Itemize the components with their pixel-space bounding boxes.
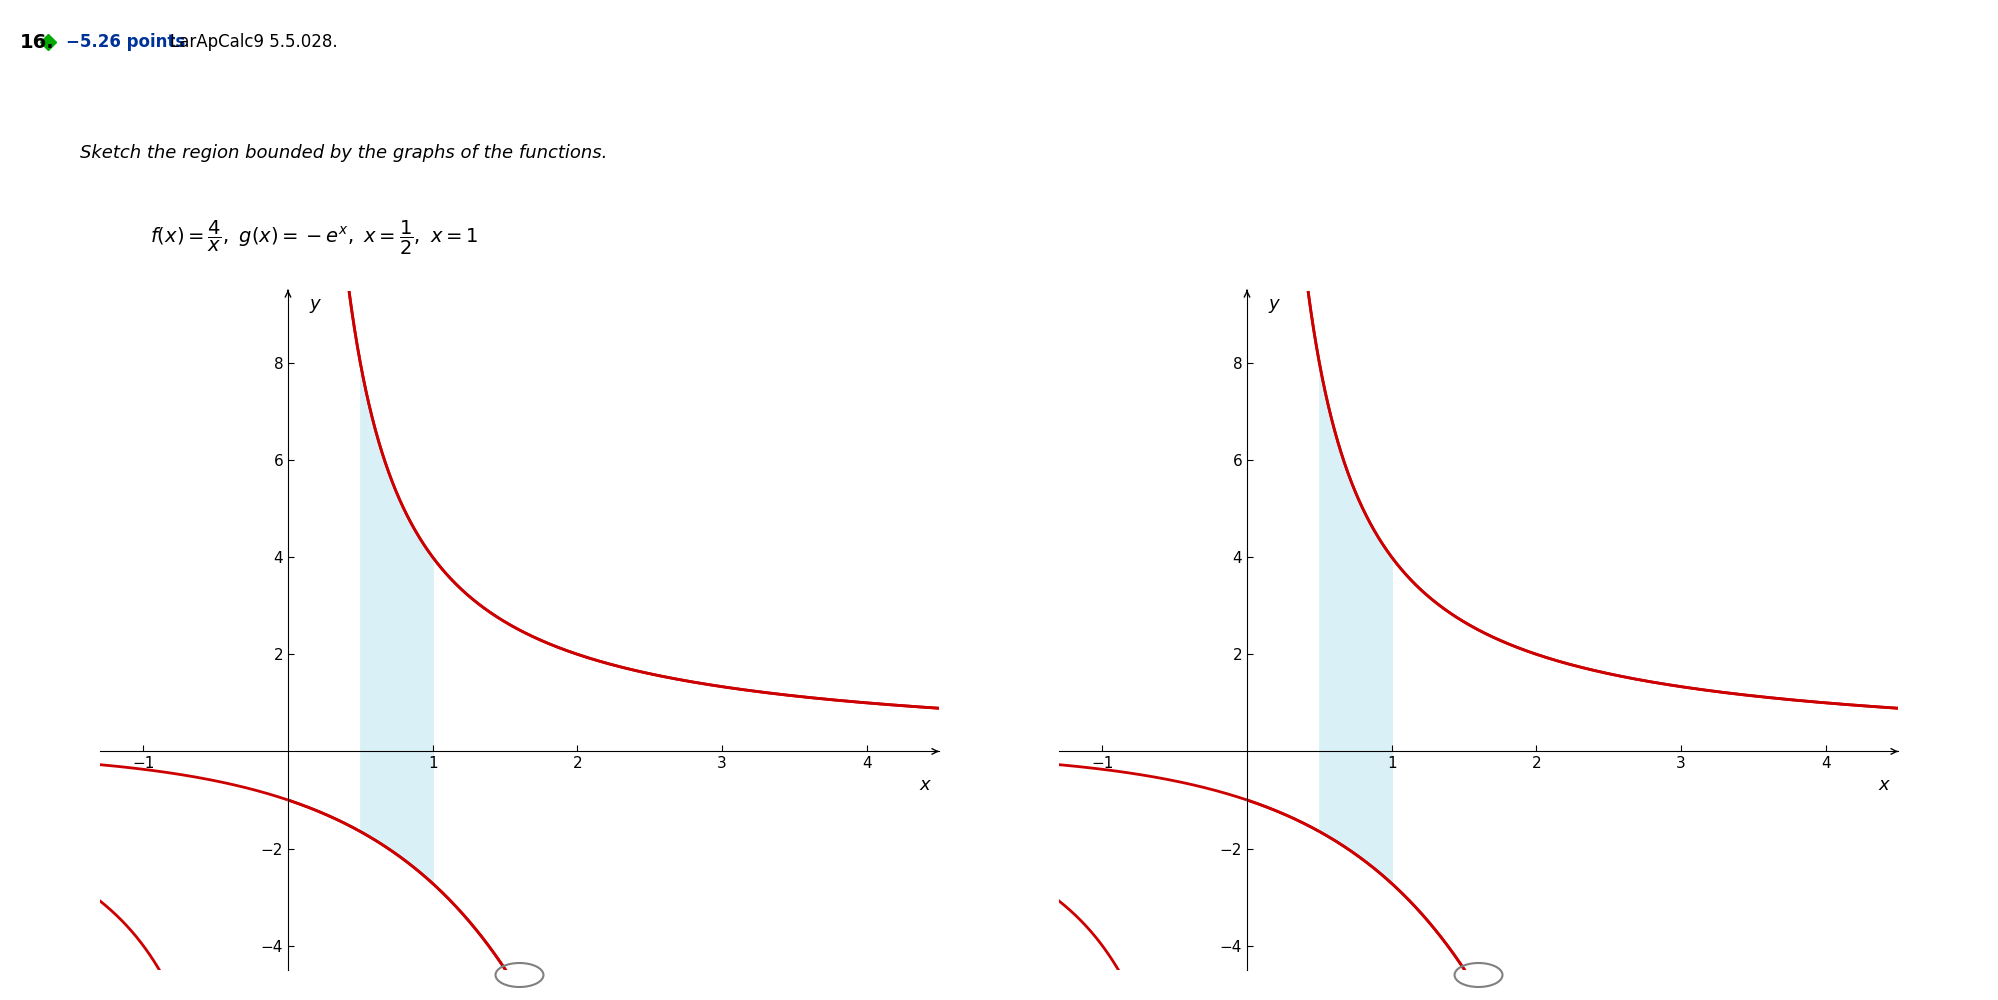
Text: y: y — [310, 295, 320, 313]
Text: x: x — [1878, 776, 1888, 794]
Text: x: x — [919, 776, 929, 794]
Text: y: y — [1269, 295, 1279, 313]
Text: LarApCalc9 5.5.028.: LarApCalc9 5.5.028. — [170, 33, 338, 51]
Text: −5.26 points: −5.26 points — [66, 33, 186, 51]
Text: 16.: 16. — [20, 32, 54, 51]
Text: Sketch the region bounded by the graphs of the functions.: Sketch the region bounded by the graphs … — [80, 143, 607, 161]
Text: $f(x) = \dfrac{4}{x},\ g(x) = -e^x,\ x = \dfrac{1}{2},\ x = 1$: $f(x) = \dfrac{4}{x},\ g(x) = -e^x,\ x =… — [150, 218, 478, 257]
